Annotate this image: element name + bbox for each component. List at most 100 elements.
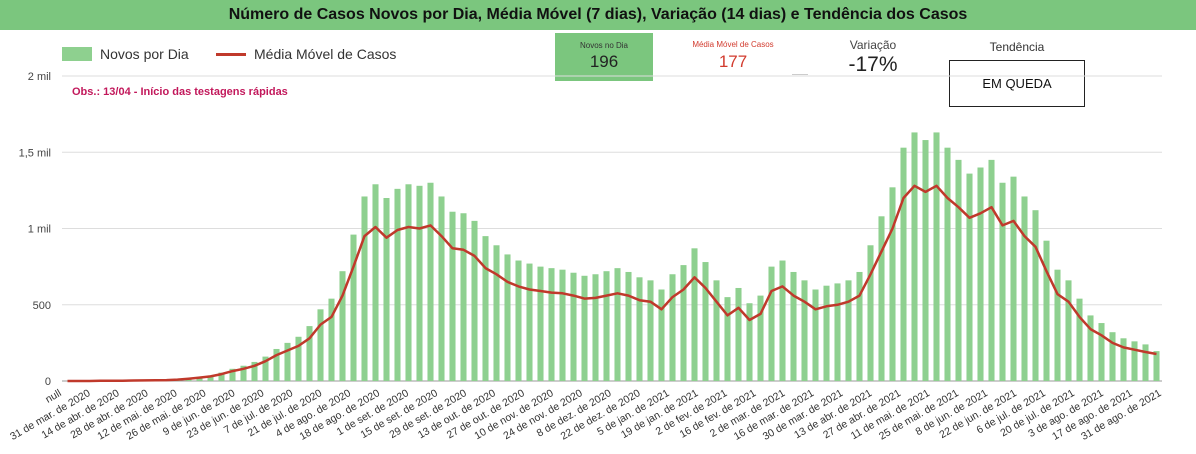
y-tick-label: 1 mil: [28, 224, 51, 236]
y-tick-label: 500: [33, 300, 51, 312]
bar: [581, 275, 588, 381]
bar: [1087, 315, 1094, 381]
bar: [691, 248, 698, 381]
bar: [900, 147, 907, 381]
legend-line-swatch: [216, 52, 246, 56]
kpi-media-label: Média Móvel de Casos: [692, 40, 774, 49]
bar: [229, 368, 236, 381]
kpi-tendencia-value: EM QUEDA: [982, 76, 1052, 91]
bar: [757, 295, 764, 381]
kpi-media: Média Móvel de Casos 177: [683, 40, 783, 72]
bar: [273, 348, 280, 381]
bar: [240, 365, 247, 381]
bar: [317, 309, 324, 381]
kpi-variacao-label: Variação: [849, 38, 897, 52]
bar: [482, 236, 489, 381]
bar: [867, 245, 874, 381]
bar: [680, 265, 687, 381]
bar: [570, 272, 577, 381]
legend-line-label: Média Móvel de Casos: [254, 46, 397, 62]
bar: [1098, 323, 1105, 381]
bar: [647, 280, 654, 381]
bar: [537, 266, 544, 381]
bar: [988, 159, 995, 381]
kpi-media-value: 177: [718, 52, 748, 71]
legend-bars-swatch: [62, 47, 92, 61]
y-tick-label: 1,5 mil: [19, 147, 51, 159]
bar: [878, 216, 885, 381]
bar: [636, 277, 643, 381]
bar: [218, 372, 225, 381]
moving-average-series: [67, 184, 1157, 383]
bar: [1120, 338, 1127, 381]
moving-average-line: [67, 184, 1157, 383]
bar: [460, 213, 467, 381]
legend-line: Média Móvel de Casos: [216, 46, 396, 62]
bar: [999, 182, 1006, 381]
bar: [812, 289, 819, 381]
y-tick-label: 2 mil: [28, 71, 51, 83]
bar: [328, 298, 335, 381]
bar: [438, 196, 445, 381]
kpi-novos: Novos no Dia 196: [555, 33, 653, 81]
legend-bars: Novos por Dia: [62, 46, 189, 62]
bar: [735, 287, 742, 381]
bar: [658, 289, 665, 381]
bar: [856, 271, 863, 381]
bar: [1043, 240, 1050, 381]
bar: [405, 184, 412, 381]
bar: [911, 132, 918, 381]
bar: [592, 274, 599, 381]
bar: [801, 280, 808, 381]
bar: [339, 271, 346, 381]
bar: [284, 342, 291, 381]
bar: [944, 147, 951, 381]
bar: [1153, 351, 1160, 381]
bar: [1076, 298, 1083, 381]
bar: [713, 280, 720, 381]
bar: [966, 173, 973, 381]
kpi-novos-label: Novos no Dia: [579, 41, 629, 50]
bar: [471, 220, 478, 381]
bar: [1131, 341, 1138, 381]
bar: [779, 260, 786, 381]
bar: [526, 263, 533, 381]
kpi-divider: [792, 74, 808, 75]
bar: [1054, 269, 1061, 381]
kpi-tendencia-box: EM QUEDA: [949, 60, 1085, 107]
bar: [790, 271, 797, 381]
bar: [834, 283, 841, 381]
bar: [427, 182, 434, 381]
bar: [1032, 210, 1039, 381]
y-axis-ticks: 0 500 1 mil 1,5 mil 2 mil: [19, 71, 51, 388]
bar: [207, 375, 214, 381]
bar: [746, 303, 753, 381]
bar: [295, 336, 302, 381]
bar: [1010, 176, 1017, 381]
bar: [702, 262, 709, 381]
bar: [559, 269, 566, 381]
bar: [933, 132, 940, 381]
bar: [889, 187, 896, 381]
bar: [977, 167, 984, 381]
bar: [251, 361, 258, 381]
bar: [614, 268, 621, 381]
bar: [603, 271, 610, 381]
bar: [768, 266, 775, 381]
bar: [1109, 332, 1116, 381]
bar: [922, 140, 929, 381]
bar: [361, 196, 368, 381]
bar: [548, 268, 555, 381]
bar: [449, 211, 456, 381]
bar: [504, 254, 511, 381]
bar: [196, 377, 203, 381]
bar: [383, 198, 390, 381]
bar: [1021, 196, 1028, 381]
bar: [1065, 280, 1072, 381]
kpi-tendencia-label: Tendência: [989, 40, 1045, 54]
bar: [416, 185, 423, 381]
bar: [669, 274, 676, 381]
kpi-variacao: Variação -17%: [828, 38, 918, 77]
